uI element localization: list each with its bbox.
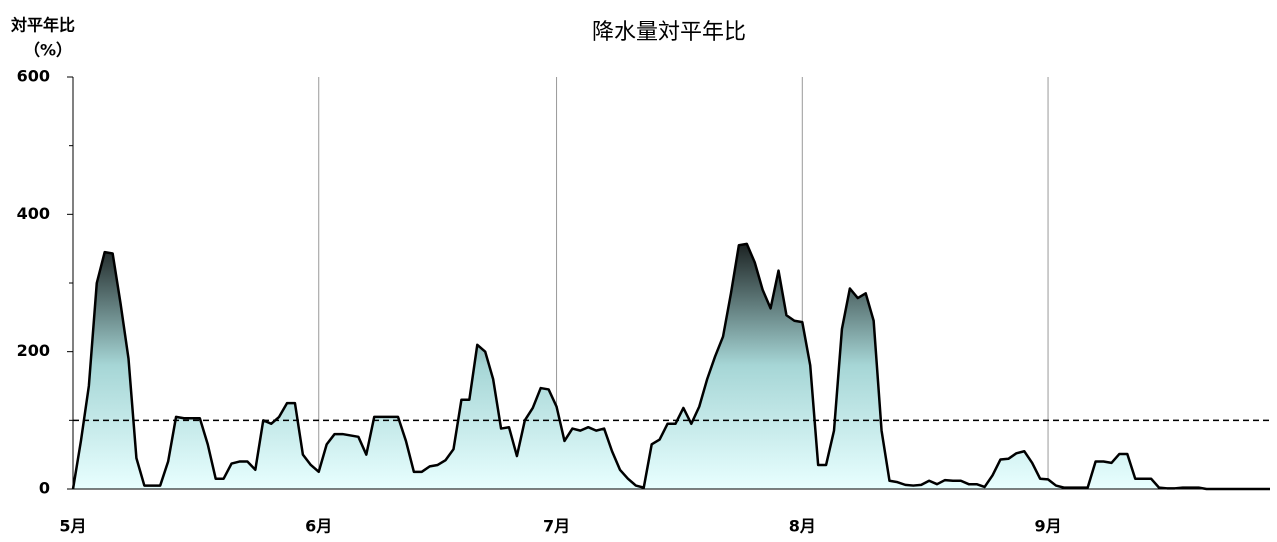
line (71, 242, 1270, 491)
area (73, 243, 1270, 489)
y-tick-label: 400 (17, 204, 50, 223)
y-axis-label: 対平年比 (10, 16, 75, 35)
x-tick-label: 7月 (543, 517, 570, 536)
x-tick-label: 5月 (59, 517, 86, 536)
x-tick-label: 8月 (789, 517, 816, 536)
x-tick-label: 9月 (1034, 517, 1061, 536)
y-tick-label: 600 (17, 67, 50, 86)
y-tick-label: 0 (39, 479, 50, 498)
x-tick-label: 6月 (305, 517, 332, 536)
chart-title: 降水量対平年比 (592, 20, 746, 45)
y-axis-label: （%） (24, 41, 72, 60)
y-tick-label: 200 (17, 341, 50, 360)
